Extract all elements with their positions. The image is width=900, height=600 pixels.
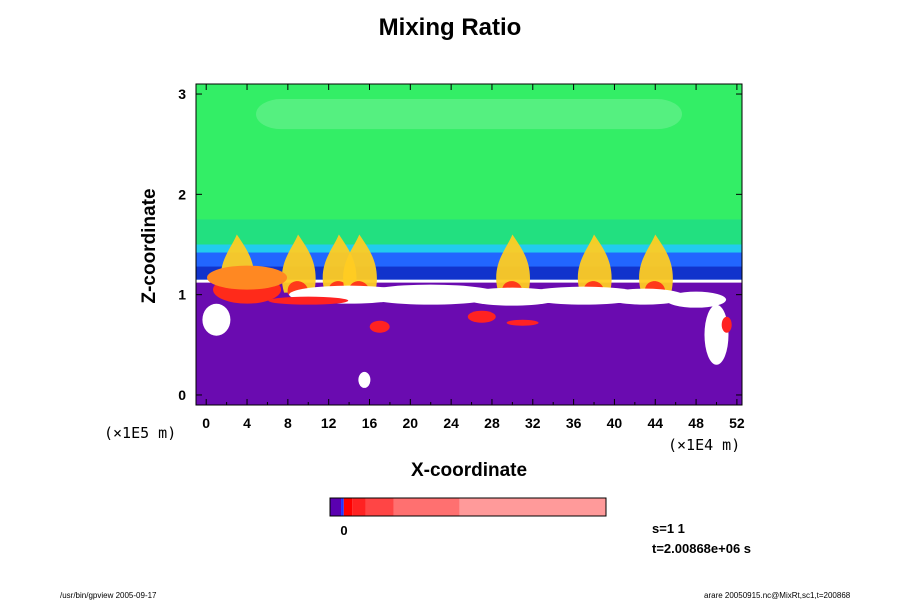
x-tick-label: 4 — [243, 415, 251, 431]
x-tick-label: 40 — [607, 415, 623, 431]
x-axis-label: X-coordinate — [410, 460, 528, 481]
red-streak — [506, 319, 539, 326]
plot-frame — [195, 83, 743, 406]
x-tick-label: 32 — [525, 415, 541, 431]
x-tick-label: 16 — [362, 415, 378, 431]
colorbar-segment — [365, 498, 394, 516]
x-tick-label: 8 — [284, 415, 292, 431]
colorbar-segment — [393, 498, 460, 516]
upper-layer-band — [256, 99, 682, 130]
y-tick-label: 0 — [178, 387, 186, 403]
chart-title: Mixing Ratio — [378, 14, 522, 41]
y-tick-label: 3 — [178, 86, 186, 102]
colorbar-segment — [341, 498, 344, 516]
red-streak — [268, 296, 349, 305]
colorbar-segment — [459, 498, 606, 516]
colorbar-frame — [329, 497, 607, 517]
colorbar-segment — [352, 498, 366, 516]
cloud-patch — [605, 288, 686, 305]
x-scale-note: (×1E4 m) — [668, 436, 741, 454]
x-tick-label: 44 — [647, 415, 663, 431]
y-tick-label: 2 — [178, 186, 186, 202]
cloud-patch — [666, 291, 727, 308]
cyan-transition-band — [196, 219, 742, 245]
orange-blob — [207, 265, 288, 290]
x-tick-label: 28 — [484, 415, 500, 431]
x-tick-label: 36 — [566, 415, 582, 431]
footer-left: /usr/bin/gpview 2005-09-17 — [60, 591, 157, 600]
warm-plume — [577, 234, 612, 293]
y-tick-label: 1 — [178, 287, 186, 303]
warm-plume — [496, 234, 530, 293]
red-streak — [721, 316, 732, 333]
x-tick-label: 0 — [202, 415, 210, 431]
cloud-patch — [704, 304, 729, 365]
colorbar-segment — [343, 498, 353, 516]
warm-plume — [639, 234, 673, 293]
x-tick-label: 20 — [403, 415, 419, 431]
x-tick-label: 24 — [443, 415, 459, 431]
y-scale-note: (×1E5 m) — [104, 424, 177, 442]
warm-plume — [343, 234, 377, 293]
field-layer — [196, 84, 742, 405]
cloud-patch — [358, 371, 371, 388]
red-streak — [467, 310, 496, 323]
colorbar-tick-label: 0 — [340, 523, 347, 538]
warm-plume — [281, 234, 316, 293]
x-tick-label: 52 — [729, 415, 745, 431]
t-label: t=2.00868e+06 s — [652, 541, 752, 556]
footer-right: arare 20050915.nc@MixRt,sc1,t=200868 — [704, 591, 851, 600]
x-tick-label: 12 — [321, 415, 337, 431]
s-label: s=1 1 — [652, 521, 685, 536]
transition-cyan-band — [196, 244, 742, 253]
red-streak — [369, 320, 390, 333]
x-tick-label: 48 — [688, 415, 704, 431]
colorbar-segment — [330, 498, 342, 516]
cloud-patch — [202, 303, 231, 336]
